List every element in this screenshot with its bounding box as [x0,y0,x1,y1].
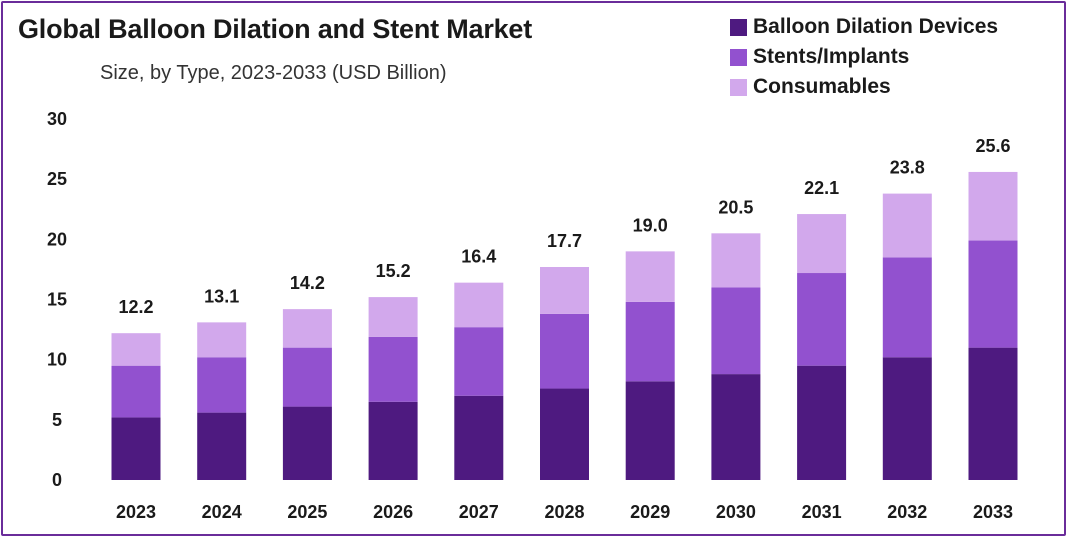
x-tick-label-2028: 2028 [544,502,584,522]
y-tick-label: 30 [47,109,67,129]
bar-segment-stents-2028 [540,313,589,389]
total-label-2027: 16.4 [461,247,496,267]
bar-segment-consumables-2032 [882,193,932,258]
bar-segment-balloon-2025 [282,406,332,480]
bar-segment-consumables-2025 [282,309,332,348]
x-tick-label-2026: 2026 [373,502,413,522]
chart-title: Global Balloon Dilation and Stent Market [18,14,533,44]
legend-swatch-stents [730,48,747,66]
bar-segment-stents-2025 [282,347,332,407]
bar-segment-balloon-2026 [368,401,418,480]
total-label-2026: 15.2 [376,261,411,281]
bar-segment-consumables-2028 [540,267,589,314]
bar-segment-consumables-2030 [711,233,761,288]
total-label-2023: 12.2 [118,297,153,317]
bar-segment-balloon-2029 [625,381,675,480]
x-axis: 2023 2024 2025 2026 2027 2028 2029 2030 2031 2032… [116,502,1013,522]
y-tick-label: 25 [47,169,67,189]
bar-segment-balloon-2028 [540,388,589,480]
bar-segment-stents-2023 [111,365,161,418]
bar-segment-stents-2029 [625,301,675,382]
bar-segment-consumables-2033 [968,171,1018,241]
bar-segment-consumables-2023 [111,333,161,366]
bar-segment-stents-2027 [454,327,504,396]
total-label-2031: 22.1 [804,178,839,198]
y-tick-label: 15 [47,290,67,310]
bar-segment-stents-2026 [368,336,418,402]
x-tick-label-2027: 2027 [459,502,499,522]
bar-segment-balloon-2031 [797,365,847,480]
bar-segment-balloon-2032 [882,357,932,480]
bar-segment-stents-2030 [711,287,761,375]
total-labels: 12.2 13.1 14.2 15.2 16.4 17.7 19.0 20.5 22.1 23.8… [118,136,1010,317]
legend-item-balloon: Balloon Dilation Devices [730,12,998,42]
bar-segment-balloon-2023 [111,417,161,480]
bar-segment-balloon-2030 [711,374,761,480]
chart-subtitle: Size, by Type, 2023-2033 (USD Billion) [100,62,447,84]
x-tick-label-2032: 2032 [887,502,927,522]
legend-swatch-consumables [730,78,747,96]
total-label-2024: 13.1 [204,286,239,306]
total-label-2030: 20.5 [718,197,753,217]
x-tick-label-2025: 2025 [287,502,327,522]
bar-segment-stents-2031 [797,273,847,366]
legend-item-consumables: Consumables [730,72,998,102]
total-label-2033: 25.6 [975,136,1010,156]
bar-segment-stents-2024 [197,357,247,413]
x-tick-label-2033: 2033 [973,502,1013,522]
legend-item-stents: Stents/Implants [730,42,998,72]
bar-segment-stents-2033 [968,240,1018,348]
bar-segment-stents-2032 [882,257,932,358]
legend-label-stents: Stents/Implants [753,45,910,68]
x-tick-label-2024: 2024 [202,502,242,522]
y-tick-label: 5 [52,410,62,430]
chart-legend: Balloon Dilation Devices Stents/Implants… [730,12,998,102]
y-tick-label: 0 [52,470,62,490]
total-label-2025: 14.2 [290,273,325,293]
x-tick-label-2031: 2031 [802,502,842,522]
legend-label-balloon: Balloon Dilation Devices [753,15,999,38]
bar-segment-balloon-2033 [968,347,1018,480]
bar-segment-consumables-2026 [368,297,418,337]
bar-segment-consumables-2029 [625,251,675,302]
x-tick-label-2030: 2030 [716,502,756,522]
total-label-2028: 17.7 [547,231,582,251]
legend-swatch-balloon [730,18,747,36]
x-tick-label-2029: 2029 [630,502,670,522]
y-tick-label: 20 [47,229,67,249]
total-label-2029: 19.0 [633,215,668,235]
bar-segment-balloon-2024 [197,412,247,480]
y-tick-label: 10 [47,350,67,370]
bar-segment-consumables-2027 [454,282,504,328]
bar-segment-consumables-2024 [197,322,247,358]
bar-segment-balloon-2027 [454,395,504,480]
legend-label-consumables: Consumables [753,75,891,98]
x-tick-label-2023: 2023 [116,502,156,522]
bars [111,171,1018,480]
y-axis: 0 5 10 15 20 25 30 [47,109,67,490]
bar-segment-consumables-2031 [797,214,847,274]
total-label-2032: 23.8 [890,158,925,178]
